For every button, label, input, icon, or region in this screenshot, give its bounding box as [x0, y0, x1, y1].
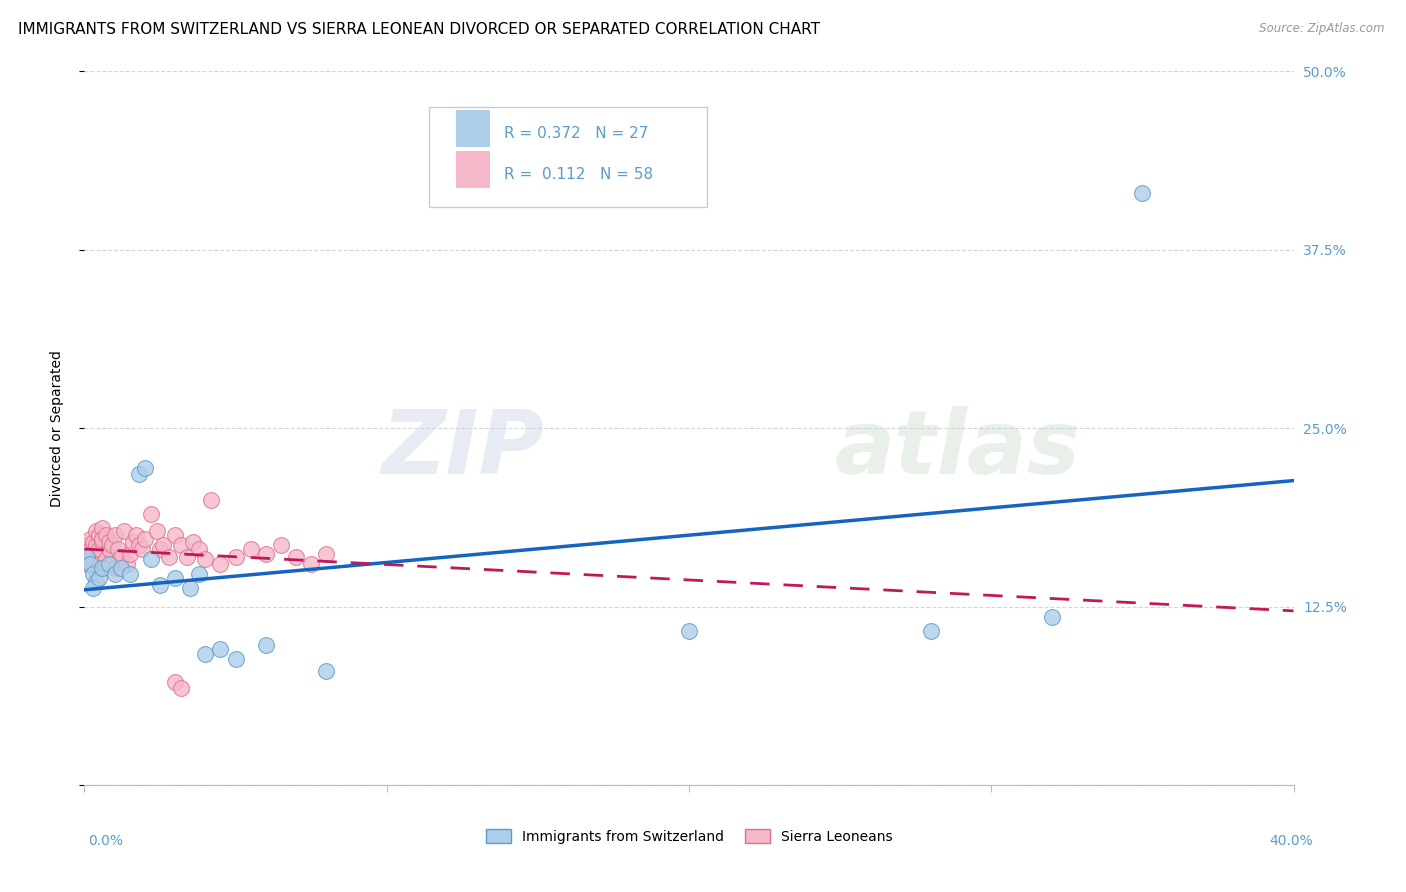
Point — [97, 557, 120, 571]
Point — [146, 524, 169, 538]
Bar — [456, 111, 489, 146]
Point — [254, 547, 277, 561]
Point — [1130, 186, 1153, 200]
Point — [165, 675, 187, 690]
Point — [76, 549, 98, 564]
Point — [76, 557, 98, 571]
Point — [112, 524, 135, 538]
Point — [89, 571, 111, 585]
Point — [678, 624, 700, 638]
Point — [165, 528, 187, 542]
Point — [104, 528, 127, 542]
Text: 40.0%: 40.0% — [1268, 834, 1313, 848]
Point — [209, 642, 232, 657]
Point — [254, 638, 277, 652]
Point — [79, 557, 101, 571]
Point — [200, 492, 222, 507]
Point — [79, 552, 101, 566]
Point — [79, 533, 101, 547]
Point — [97, 535, 120, 549]
Point — [94, 528, 117, 542]
Point — [118, 547, 141, 561]
Point — [79, 542, 101, 557]
Point — [188, 566, 211, 581]
Point — [239, 542, 262, 557]
Point — [181, 535, 204, 549]
Point — [89, 549, 111, 564]
Text: R = 0.372   N = 27: R = 0.372 N = 27 — [503, 126, 648, 141]
Point — [86, 575, 108, 590]
Point — [315, 547, 337, 561]
Point — [1040, 609, 1063, 624]
Point — [115, 557, 138, 571]
Point — [91, 561, 114, 575]
Point — [128, 538, 150, 552]
Text: Source: ZipAtlas.com: Source: ZipAtlas.com — [1260, 22, 1385, 36]
Point — [315, 664, 337, 678]
Point — [194, 647, 217, 661]
Point — [121, 535, 143, 549]
Point — [149, 578, 172, 592]
Bar — [456, 151, 489, 187]
Point — [76, 549, 98, 564]
Point — [82, 535, 104, 549]
Point — [86, 538, 108, 552]
Text: 0.0%: 0.0% — [89, 834, 122, 848]
Point — [104, 561, 127, 575]
Point — [179, 581, 201, 595]
Point — [100, 538, 122, 552]
Text: ZIP: ZIP — [381, 406, 544, 493]
Point — [225, 549, 247, 564]
Point — [188, 542, 211, 557]
Point — [131, 542, 153, 557]
Point — [82, 547, 104, 561]
Point — [170, 681, 193, 695]
Point — [94, 552, 117, 566]
Point — [100, 557, 122, 571]
Text: IMMIGRANTS FROM SWITZERLAND VS SIERRA LEONEAN DIVORCED OR SEPARATED CORRELATION : IMMIGRANTS FROM SWITZERLAND VS SIERRA LE… — [18, 22, 820, 37]
Point — [285, 549, 308, 564]
Point — [76, 538, 98, 552]
Point — [107, 542, 129, 557]
Point — [920, 624, 942, 638]
Point — [194, 552, 217, 566]
Point — [299, 557, 322, 571]
Text: R =  0.112   N = 58: R = 0.112 N = 58 — [503, 167, 652, 182]
Point — [91, 521, 114, 535]
Point — [118, 566, 141, 581]
Point — [134, 533, 156, 547]
Text: atlas: atlas — [834, 406, 1080, 493]
Point — [152, 538, 174, 552]
Point — [134, 461, 156, 475]
Point — [165, 571, 187, 585]
Point — [91, 533, 114, 547]
Point — [125, 528, 148, 542]
Point — [82, 566, 104, 581]
Point — [149, 542, 172, 557]
Point — [157, 549, 180, 564]
Point — [128, 467, 150, 481]
Point — [270, 538, 292, 552]
Point — [104, 566, 127, 581]
Point — [89, 528, 111, 542]
Point — [110, 561, 132, 575]
Point — [139, 552, 162, 566]
Point — [89, 542, 111, 557]
Point — [97, 542, 120, 557]
Legend: Immigrants from Switzerland, Sierra Leoneans: Immigrants from Switzerland, Sierra Leon… — [479, 823, 898, 849]
Point — [86, 564, 108, 578]
Point — [176, 549, 198, 564]
Point — [170, 538, 193, 552]
FancyBboxPatch shape — [429, 107, 707, 207]
Point — [209, 557, 232, 571]
Point — [82, 557, 104, 571]
Point — [225, 652, 247, 666]
Point — [91, 535, 114, 549]
Point — [82, 581, 104, 595]
Point — [110, 549, 132, 564]
Point — [139, 507, 162, 521]
Point — [86, 524, 108, 538]
Y-axis label: Divorced or Separated: Divorced or Separated — [49, 350, 63, 507]
